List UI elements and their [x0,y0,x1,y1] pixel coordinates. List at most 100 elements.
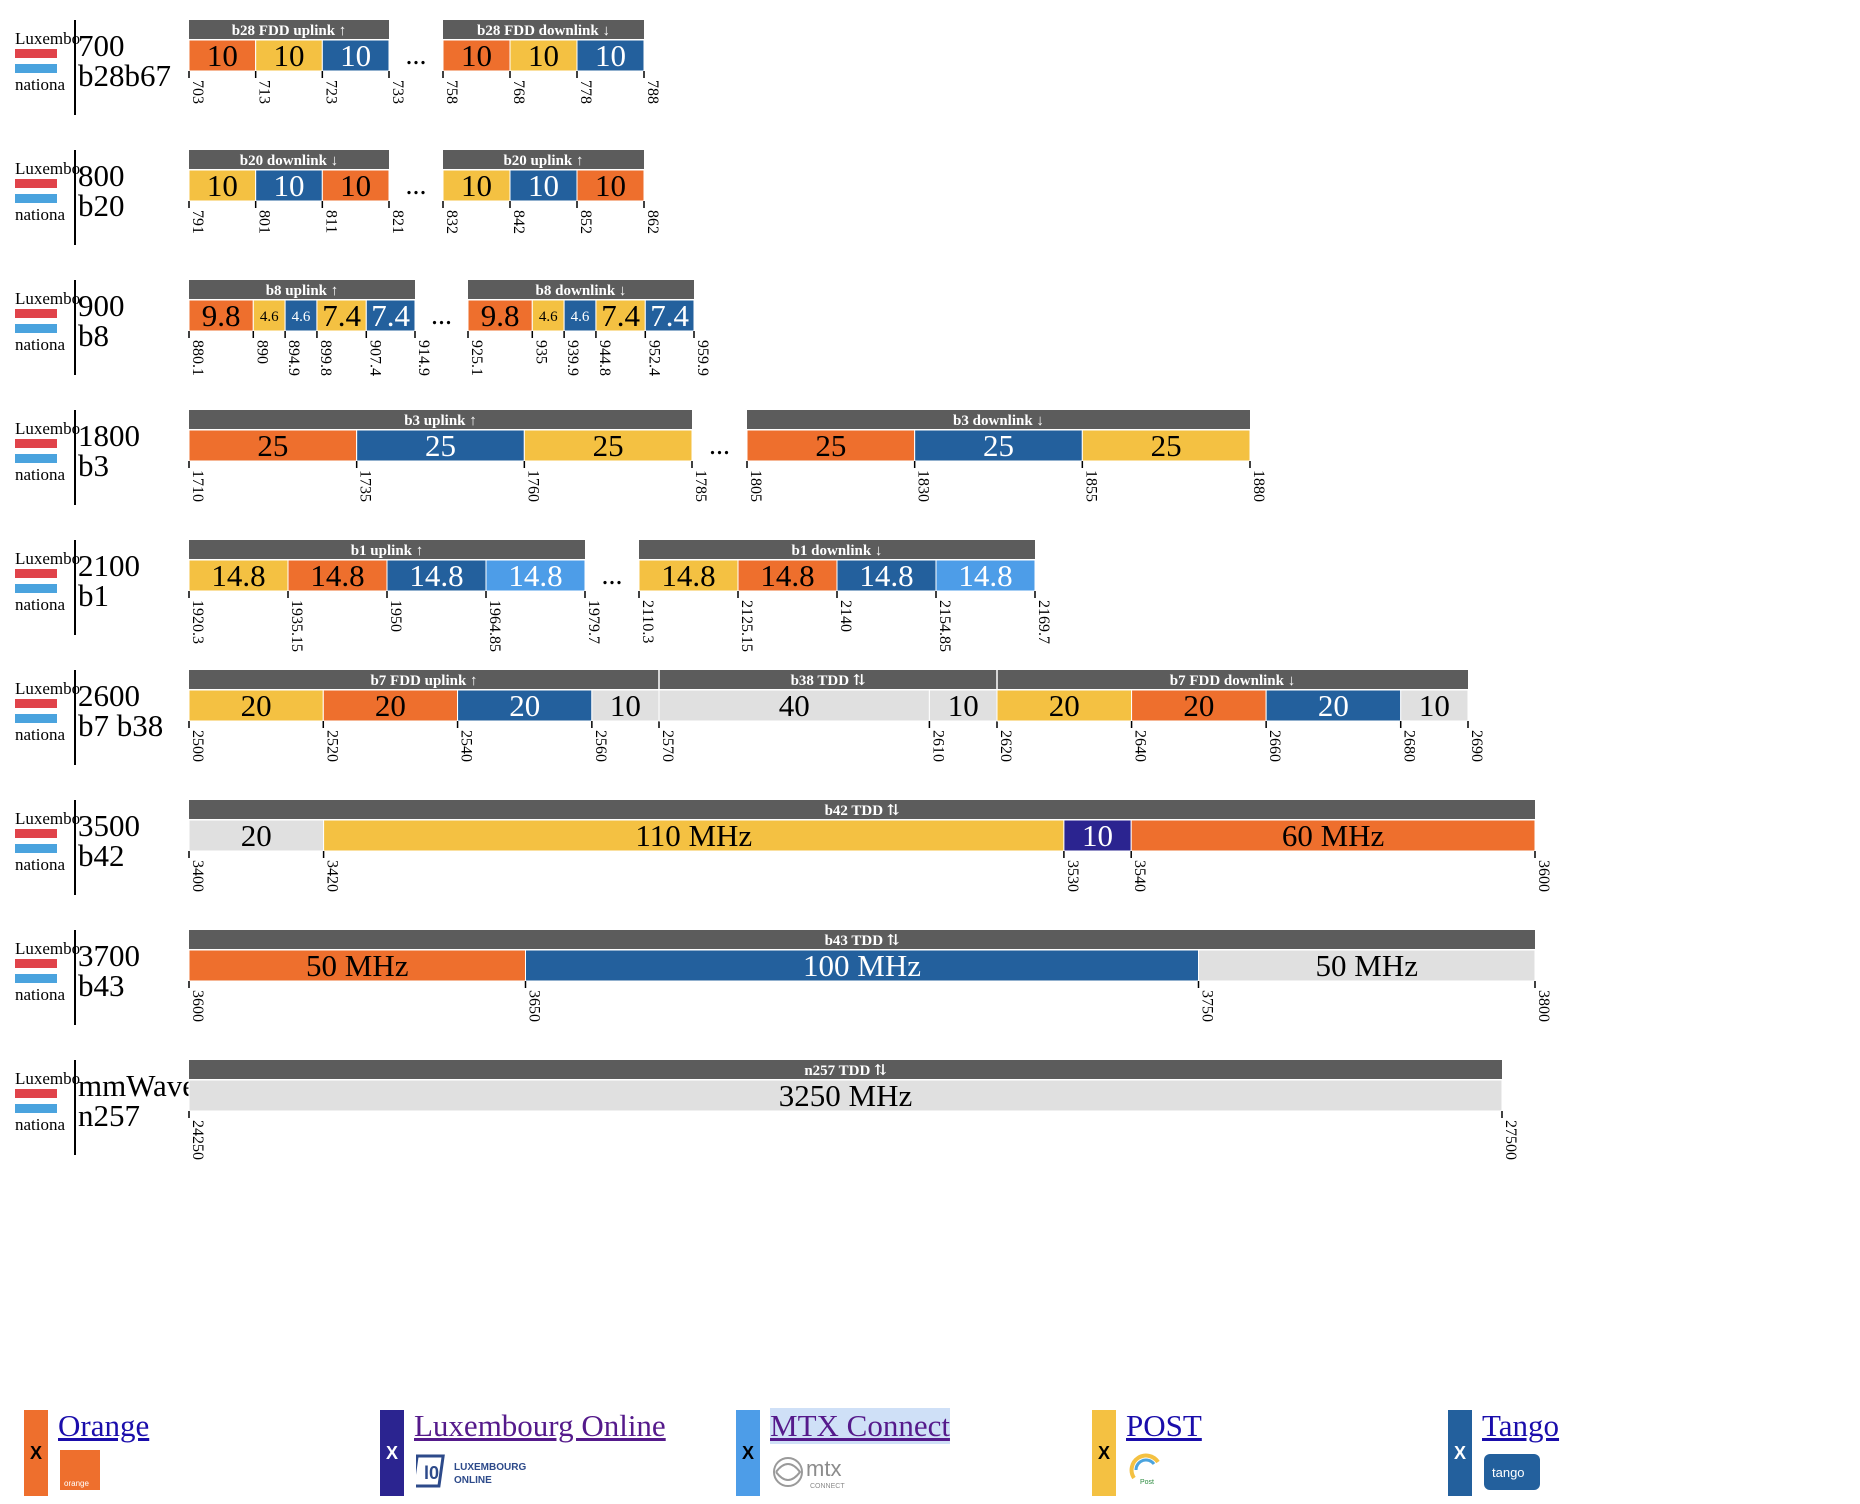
allocation-block [644,299,695,332]
allocation-block [188,429,358,462]
allocation-block [457,689,593,722]
axis-tick-label: 2560 [592,730,609,762]
axis-tick-label: 1964.85 [486,600,503,652]
allocation-block [188,39,257,72]
band-frequency-label: 3700 [78,938,140,973]
segment-header [468,280,694,299]
flag-label-bottom: nationa [15,595,65,614]
segment-header-label: b7 FDD downlink ↓ [1170,673,1295,689]
luxembourg-online-link[interactable]: Luxembourg Online [414,1408,666,1443]
post-logo: Post [1129,1453,1160,1486]
allocation-block [576,169,645,202]
axis-tick-label: 1935.15 [288,600,305,652]
allocation-block-label: 10 [528,38,559,73]
allocation-block [485,559,586,592]
post-link[interactable]: POST [1126,1408,1202,1443]
segment-header [659,670,997,689]
band-frequency-label: 800 [78,158,125,193]
remove-orange-button[interactable]: X [24,1410,48,1496]
remove-luxembourg-online-button[interactable]: X [380,1410,404,1496]
axis-tick-label: 713 [256,80,273,104]
axis-tick-label: 2154.85 [936,600,953,652]
luxembourg-online-logo: l0 LUXEMBOURG ONLINE [416,1454,526,1488]
axis-tick-label: 27500 [1502,1120,1519,1160]
allocation-block-label: 10 [610,688,641,723]
flag-blue-stripe [15,844,57,853]
mtx-connect-link[interactable]: MTX Connect [770,1408,950,1444]
gap-ellipsis: ... [406,170,427,201]
flag-red-stripe [15,959,57,968]
segment-header [189,20,389,39]
segment-header-label: b28 FDD downlink ↓ [477,23,610,39]
axis-tick-label: 2640 [1132,730,1149,762]
segment-header [189,800,1535,819]
allocation-block-label: 10 [340,168,371,203]
flag-red-stripe [15,699,57,708]
axis-tick-label: 2610 [929,730,946,762]
flag-label-bottom: nationa [15,855,65,874]
remove-mtx-connect-button[interactable]: X [736,1410,760,1496]
axis-tick-label: 2169.7 [1035,600,1052,644]
flag-red-stripe [15,569,57,578]
axis-tick-label: 3530 [1064,860,1081,892]
axis-tick-label: 1950 [387,600,404,632]
svg-text:orange: orange [64,1479,89,1488]
axis-tick-label: 3600 [189,990,206,1022]
orange-link[interactable]: Orange [58,1408,150,1443]
segment-header [747,410,1250,429]
allocation-block [746,429,916,462]
flag-label-bottom: nationa [15,725,65,744]
axis-tick-label: 935 [532,340,549,364]
allocation-block [509,169,578,202]
legend-item-post: X POST Post [1092,1400,1432,1496]
allocation-block [322,689,459,722]
flag-label-bottom: nationa [15,465,65,484]
allocation-block-label: 10 [340,38,371,73]
segment-header-label: b3 uplink ↑ [404,413,477,429]
axis-tick-label: 791 [189,210,206,234]
allocation-block-label: 60 MHz [1282,818,1384,853]
axis-tick-label: 907.4 [366,340,383,376]
flag-red-stripe [15,309,57,318]
allocation-block-label: 20 [1183,688,1214,723]
allocation-block [316,299,367,332]
segment-header-label: b38 TDD ⇅ [791,673,866,689]
remove-post-button[interactable]: X [1092,1410,1116,1496]
flag-label-top: Luxembo [15,939,80,958]
segment-header-label: b20 uplink ↑ [503,153,583,169]
tango-logo: tango [1484,1454,1540,1490]
allocation-block [928,689,998,722]
band-name-label: b7 b38 [78,708,163,743]
band-frequency-label: 2100 [78,548,140,583]
allocation-block-label: 14.8 [310,558,364,593]
allocation-block-label: 50 MHz [306,948,408,983]
allocation-block-label: 7.4 [371,298,410,333]
tango-link[interactable]: Tango [1482,1408,1560,1443]
axis-tick-label: 2500 [189,730,206,762]
legend-item-luxembourg-online: X Luxembourg Online l0 LUXEMBOURG ONLINE [380,1400,720,1496]
allocation-block-label: 10 [207,168,238,203]
band-name-label: b1 [78,578,109,613]
allocation-block-label: 4.6 [260,309,279,325]
axis-tick-label: 703 [189,80,206,104]
allocation-block [1400,689,1469,722]
svg-text:l0: l0 [424,1463,439,1483]
allocation-block-label: 10 [274,38,305,73]
axis-tick-label: 788 [644,80,661,104]
band-frequency-label: 2600 [78,678,140,713]
segment-header-label: b8 downlink ↓ [536,283,627,299]
axis-tick-label: 1805 [747,470,764,502]
band-name-label: b20 [78,188,125,223]
allocation-block [525,949,1199,982]
remove-tango-button[interactable]: X [1448,1410,1472,1496]
segment-header-label: b42 TDD ⇅ [825,803,900,819]
allocation-block-label: 10 [528,168,559,203]
allocation-block-label: 20 [509,688,540,723]
allocation-block-label: 7.4 [650,298,689,333]
allocation-block [595,299,646,332]
